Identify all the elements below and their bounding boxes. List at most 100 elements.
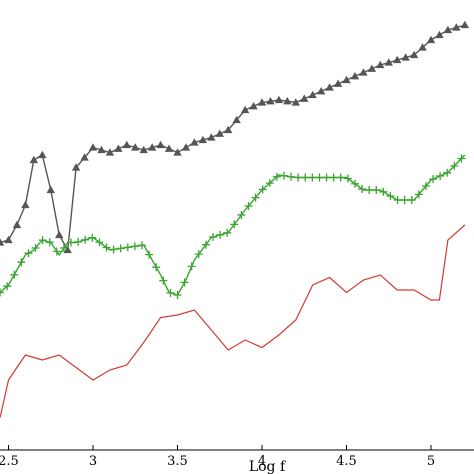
series-marker [38, 150, 47, 159]
series-marker [173, 148, 182, 156]
series-marker [88, 233, 97, 242]
series-marker [379, 187, 388, 196]
series-marker [166, 288, 175, 297]
series-marker [80, 153, 89, 161]
x-tick-label: 5 [427, 454, 435, 469]
series-marker [105, 148, 115, 156]
series-marker [187, 262, 196, 271]
series-marker [156, 140, 165, 149]
series-marker [393, 196, 402, 204]
x-tick-label: 2.5 [0, 454, 19, 469]
series-marker [249, 102, 258, 110]
series-marker [55, 230, 64, 239]
series-marker [4, 235, 13, 244]
series-marker [130, 242, 139, 251]
series-marker [194, 250, 203, 259]
series-marker [207, 133, 216, 141]
series-marker [308, 173, 317, 182]
series-marker [301, 173, 310, 182]
series-marker [359, 68, 368, 76]
series-1 [0, 20, 469, 254]
x-tick-label: 4 [258, 454, 266, 469]
series-marker [325, 83, 334, 91]
series-marker [265, 179, 274, 188]
series-marker [95, 238, 104, 247]
series-marker [450, 161, 459, 170]
series-marker [283, 97, 292, 105]
series-marker [343, 174, 352, 183]
series-marker [190, 138, 199, 146]
series-marker [147, 143, 157, 151]
series-marker [384, 58, 393, 66]
series-marker [300, 94, 309, 102]
series-marker [426, 35, 436, 44]
series-marker [240, 105, 250, 114]
plot-area: 2.5 3 3.5 4 4.5 5 [0, 20, 474, 469]
series-marker [315, 173, 324, 182]
series-marker [67, 238, 76, 247]
series-marker [266, 97, 275, 105]
series-marker [208, 233, 217, 241]
series-marker [97, 145, 106, 154]
series-marker [152, 263, 161, 272]
series-marker [139, 145, 148, 154]
series-marker [31, 244, 40, 252]
series-marker [230, 220, 239, 229]
series-marker [215, 129, 224, 137]
series-marker [401, 53, 410, 61]
series-marker [333, 79, 343, 87]
series-marker [173, 291, 182, 299]
series-marker [274, 95, 284, 104]
series-marker [29, 155, 39, 164]
series-marker [272, 172, 281, 181]
series-marker [287, 172, 296, 181]
series-marker [0, 288, 5, 297]
series-marker [376, 60, 385, 69]
series-marker [223, 228, 232, 237]
series-marker [216, 230, 225, 239]
series-marker [316, 87, 326, 95]
x-tick-label: 4.5 [336, 454, 357, 469]
series-marker [224, 125, 233, 134]
series-marker [372, 186, 381, 194]
series-marker [0, 238, 5, 246]
series-marker [452, 23, 461, 31]
series-marker [367, 64, 377, 72]
x-tick-label: 3.5 [167, 454, 188, 469]
series-marker [198, 135, 208, 144]
series-marker [180, 278, 189, 287]
series-marker [74, 237, 83, 246]
series-line [0, 224, 466, 418]
series-marker [88, 143, 98, 151]
series-marker [232, 115, 241, 124]
series-marker [71, 163, 81, 171]
series-marker [10, 270, 19, 279]
series-marker [358, 185, 367, 193]
series-marker [329, 173, 338, 182]
series-marker [201, 240, 210, 249]
series-marker [109, 245, 118, 254]
series-marker [409, 50, 419, 59]
series-marker [460, 20, 469, 29]
series-marker [164, 144, 174, 152]
series-marker [457, 154, 466, 163]
series-marker [294, 173, 303, 182]
series-marker [131, 143, 140, 151]
series-marker [24, 249, 33, 258]
series-marker [52, 247, 61, 256]
x-axis-label: Log f [249, 459, 287, 474]
series-marker [138, 241, 147, 250]
series-marker [45, 238, 54, 247]
series-marker [251, 193, 260, 202]
series-marker [414, 190, 423, 199]
series-marker [102, 243, 111, 252]
series-marker [258, 185, 267, 194]
series-marker [122, 140, 131, 149]
series-layer [0, 20, 469, 418]
series-marker [429, 175, 438, 184]
series-marker [407, 196, 416, 204]
series-marker [436, 171, 445, 180]
series-marker [421, 182, 430, 190]
series-3 [0, 224, 466, 418]
series-marker [393, 55, 402, 64]
